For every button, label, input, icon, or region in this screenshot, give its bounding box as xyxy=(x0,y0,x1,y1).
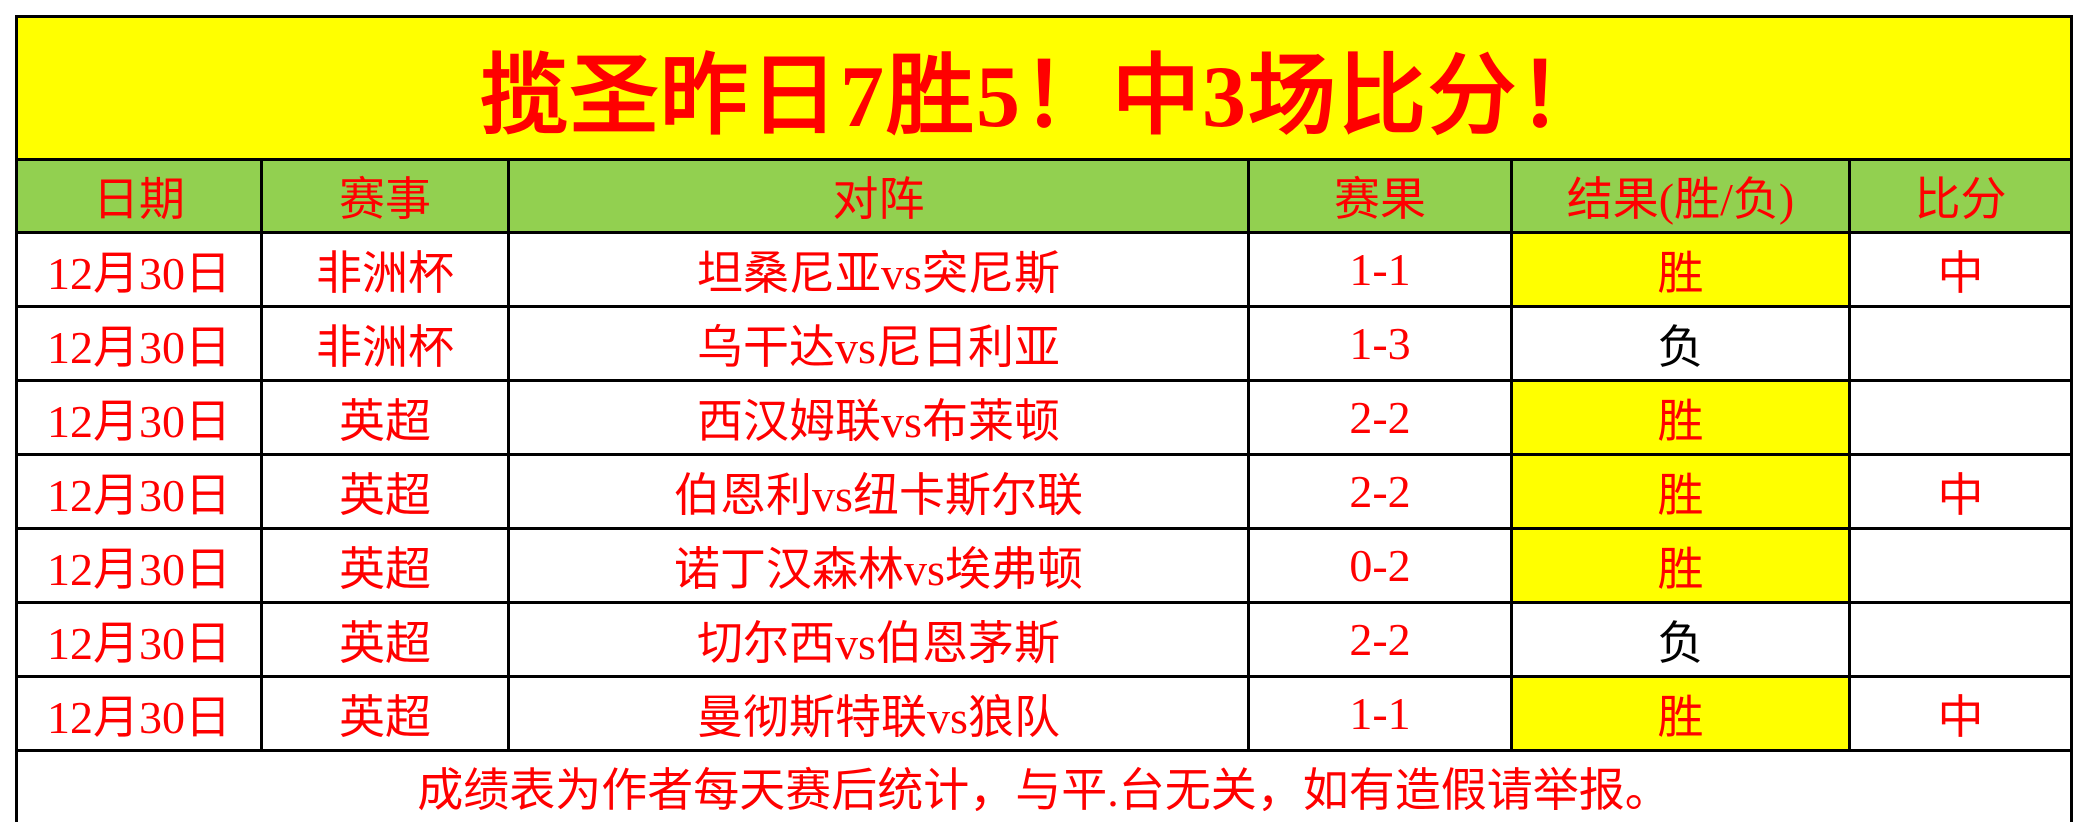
table-row: 12月30日 非洲杯 乌干达vs尼日利亚 1-3 负 xyxy=(15,305,2074,382)
cell-result: 负 xyxy=(1510,305,1851,382)
cell-competition: 非洲杯 xyxy=(260,305,510,382)
cell-matchup: 乌干达vs尼日利亚 xyxy=(507,305,1250,382)
cell-score: 2-2 xyxy=(1247,379,1513,456)
results-table: 揽圣昨日7胜5！中3场比分！ 日期 赛事 对阵 赛果 结果(胜/负) 比分 12… xyxy=(14,15,2074,822)
cell-matchup: 曼彻斯特联vs狼队 xyxy=(507,675,1250,752)
column-header-result: 结果(胜/负) xyxy=(1510,158,1851,234)
footer-note: 成绩表为作者每天赛后统计，与平.台无关，如有造假请举报。 xyxy=(14,749,2074,822)
cell-score: 1-1 xyxy=(1247,675,1513,752)
cell-competition: 英超 xyxy=(260,379,510,456)
cell-score: 2-2 xyxy=(1247,453,1513,530)
cell-result: 胜 xyxy=(1510,675,1851,752)
cell-date: 12月30日 xyxy=(15,453,263,530)
table-row: 12月30日 英超 曼彻斯特联vs狼队 1-1 胜 中 xyxy=(15,675,2074,752)
table-row: 12月30日 英超 诺丁汉森林vs埃弗顿 0-2 胜 xyxy=(15,527,2074,604)
cell-score: 2-2 xyxy=(1247,601,1513,678)
table-row: 12月30日 非洲杯 坦桑尼亚vs突尼斯 1-1 胜 中 xyxy=(15,231,2074,308)
column-header-score: 赛果 xyxy=(1247,158,1513,234)
footer-row: 成绩表为作者每天赛后统计，与平.台无关，如有造假请举报。 xyxy=(14,749,2074,822)
column-header-date: 日期 xyxy=(15,158,263,234)
cell-result: 胜 xyxy=(1510,527,1851,604)
cell-date: 12月30日 xyxy=(15,305,263,382)
cell-matchup: 伯恩利vs纽卡斯尔联 xyxy=(507,453,1250,530)
cell-matchup: 诺丁汉森林vs埃弗顿 xyxy=(507,527,1250,604)
column-header-competition: 赛事 xyxy=(260,158,510,234)
table-row: 12月30日 英超 切尔西vs伯恩茅斯 2-2 负 xyxy=(15,601,2074,678)
cell-result: 胜 xyxy=(1510,379,1851,456)
cell-result: 胜 xyxy=(1510,453,1851,530)
cell-score: 1-1 xyxy=(1247,231,1513,308)
cell-score: 1-3 xyxy=(1247,305,1513,382)
cell-hit xyxy=(1847,527,2074,604)
cell-hit: 中 xyxy=(1847,231,2074,308)
cell-competition: 非洲杯 xyxy=(260,231,510,308)
cell-date: 12月30日 xyxy=(15,379,263,456)
column-header-hit: 比分 xyxy=(1847,158,2074,234)
table-row: 12月30日 英超 西汉姆联vs布莱顿 2-2 胜 xyxy=(15,379,2074,456)
cell-result: 负 xyxy=(1510,601,1851,678)
cell-hit: 中 xyxy=(1847,453,2074,530)
cell-hit xyxy=(1847,379,2074,456)
cell-result: 胜 xyxy=(1510,231,1851,308)
cell-hit xyxy=(1847,305,2074,382)
cell-competition: 英超 xyxy=(260,675,510,752)
cell-competition: 英超 xyxy=(260,601,510,678)
page-title: 揽圣昨日7胜5！中3场比分！ xyxy=(14,15,2074,161)
cell-hit xyxy=(1847,601,2074,678)
cell-matchup: 西汉姆联vs布莱顿 xyxy=(507,379,1250,456)
cell-date: 12月30日 xyxy=(15,527,263,604)
cell-date: 12月30日 xyxy=(15,675,263,752)
table-row: 12月30日 英超 伯恩利vs纽卡斯尔联 2-2 胜 中 xyxy=(15,453,2074,530)
cell-competition: 英超 xyxy=(260,453,510,530)
cell-hit: 中 xyxy=(1847,675,2074,752)
cell-score: 0-2 xyxy=(1247,527,1513,604)
cell-competition: 英超 xyxy=(260,527,510,604)
cell-date: 12月30日 xyxy=(15,231,263,308)
cell-matchup: 切尔西vs伯恩茅斯 xyxy=(507,601,1250,678)
cell-date: 12月30日 xyxy=(15,601,263,678)
cell-matchup: 坦桑尼亚vs突尼斯 xyxy=(507,231,1250,308)
column-header-matchup: 对阵 xyxy=(507,158,1250,234)
table-header-row: 日期 赛事 对阵 赛果 结果(胜/负) 比分 xyxy=(15,158,2074,234)
title-row: 揽圣昨日7胜5！中3场比分！ xyxy=(14,15,2074,161)
